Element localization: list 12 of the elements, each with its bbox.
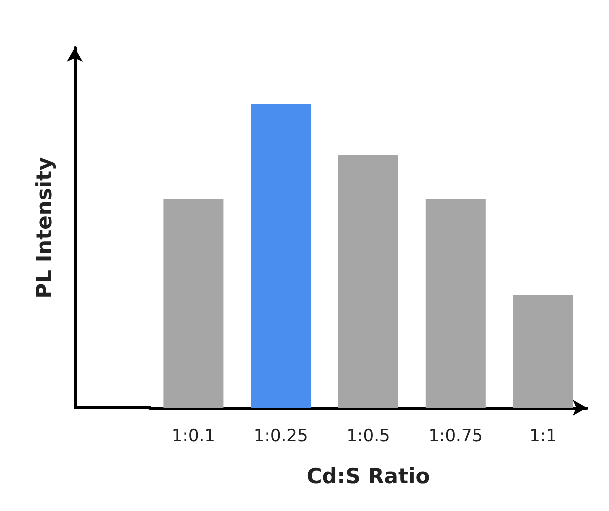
- y-axis-title: PL Intensity: [32, 156, 56, 299]
- bar: [338, 155, 398, 408]
- x-axis-title: Cd:S Ratio: [306, 464, 430, 488]
- x-tick-label: 1:1: [530, 426, 557, 446]
- x-tick-label: 1:0.25: [254, 426, 308, 446]
- x-tick-label: 1:0.1: [172, 426, 216, 446]
- x-tick-label: 1:0.5: [346, 426, 390, 446]
- bar: [513, 295, 574, 408]
- bar: [426, 199, 486, 408]
- x-tick-label: 1:0.75: [428, 426, 484, 446]
- bar: [164, 199, 224, 408]
- bar: [251, 104, 312, 408]
